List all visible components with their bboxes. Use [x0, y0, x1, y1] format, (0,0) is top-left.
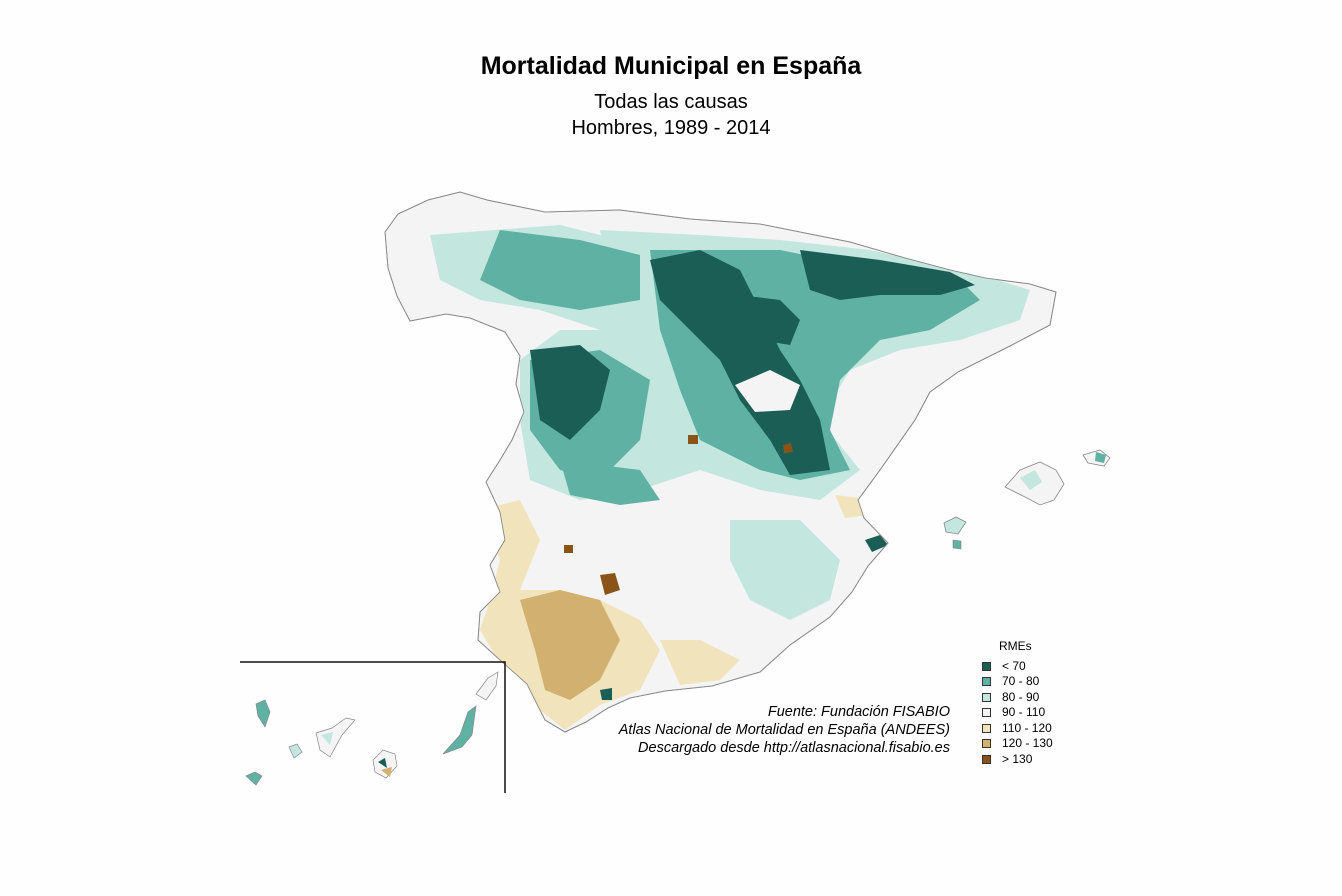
legend-swatch: [982, 707, 991, 717]
legend-label: < 70: [1002, 659, 1026, 673]
legend-item: < 70: [982, 659, 1026, 673]
legend-label: 90 - 110: [1002, 705, 1046, 719]
legend-item: 80 - 90: [982, 690, 1039, 704]
legend-swatch: [982, 661, 991, 671]
map-title: Mortalidad Municipal en España: [480, 52, 862, 80]
legend-item: 120 - 130: [982, 736, 1053, 750]
legend-label: 110 - 120: [1002, 721, 1052, 735]
legend-title: RMEs: [999, 639, 1032, 653]
peninsula: [384, 191, 1057, 733]
legend-item: 90 - 110: [982, 705, 1045, 719]
legend-swatch: [982, 692, 991, 702]
map-subtitle-period: Hombres, 1989 - 2014: [571, 117, 771, 139]
legend-swatch: [982, 723, 991, 733]
legend-label: 70 - 80: [1002, 674, 1040, 688]
legend-label: > 130: [1002, 752, 1033, 766]
legend-swatch: [982, 676, 991, 686]
legend-swatch: [982, 754, 991, 764]
legend-swatch: [982, 738, 991, 748]
source-url-line: Descargado desde http://atlasnacional.fi…: [638, 740, 950, 756]
source-atlas-line: Atlas Nacional de Mortalidad en España (…: [618, 722, 950, 738]
legend-label: 120 - 130: [1002, 736, 1053, 750]
map-subtitle-cause: Todas las causas: [594, 91, 748, 113]
source-credit-line: Fuente: Fundación FISABIO: [767, 704, 950, 720]
balearic-islands: [943, 449, 1111, 550]
canary-islands-inset: [240, 661, 506, 793]
legend-label: 80 - 90: [1002, 690, 1040, 704]
legend-item: 70 - 80: [982, 674, 1039, 688]
legend-item: > 130: [982, 752, 1032, 766]
legend-item: 110 - 120: [982, 721, 1052, 735]
